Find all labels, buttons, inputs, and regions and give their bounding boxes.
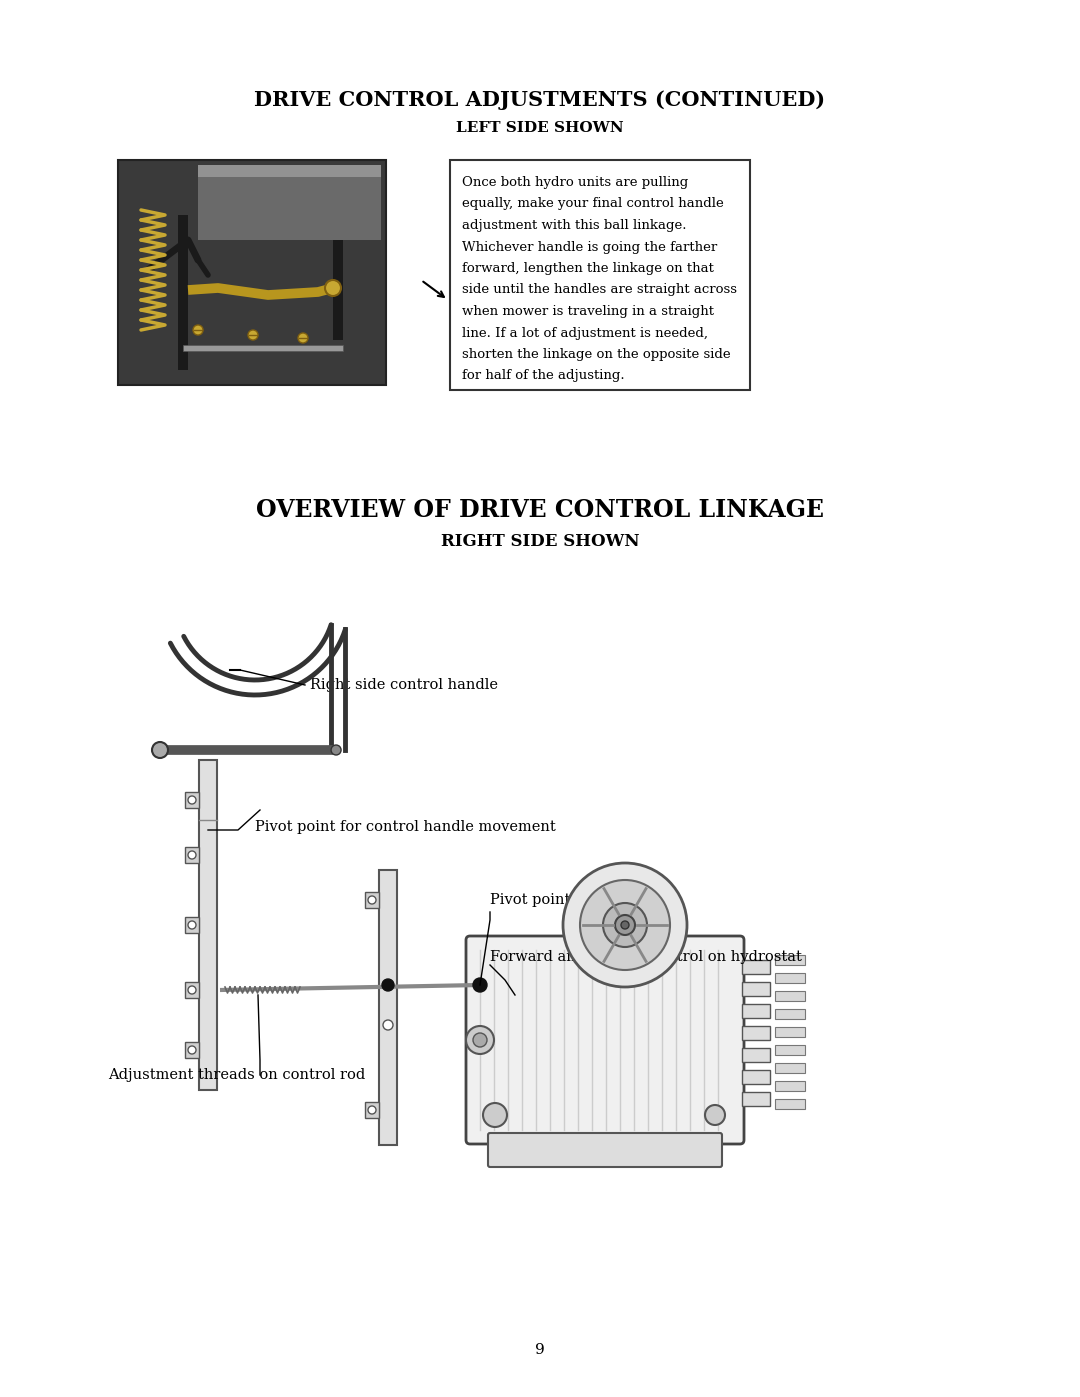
Bar xyxy=(775,990,805,1002)
Circle shape xyxy=(332,745,341,754)
Circle shape xyxy=(368,895,376,904)
Text: RIGHT SIDE SHOWN: RIGHT SIDE SHOWN xyxy=(441,534,639,550)
Text: OVERVIEW OF DRIVE CONTROL LINKAGE: OVERVIEW OF DRIVE CONTROL LINKAGE xyxy=(256,497,824,522)
Bar xyxy=(365,893,379,908)
Bar xyxy=(775,972,805,983)
Text: adjustment with this ball linkage.: adjustment with this ball linkage. xyxy=(462,219,687,232)
Bar xyxy=(178,215,188,370)
Text: line. If a lot of adjustment is needed,: line. If a lot of adjustment is needed, xyxy=(462,327,708,339)
Bar xyxy=(333,240,343,339)
Text: for half of the adjusting.: for half of the adjusting. xyxy=(462,369,624,383)
Text: shorten the linkage on the opposite side: shorten the linkage on the opposite side xyxy=(462,348,731,360)
Bar xyxy=(742,1048,770,1062)
Text: side until the handles are straight across: side until the handles are straight acro… xyxy=(462,284,737,296)
Text: equally, make your final control handle: equally, make your final control handle xyxy=(462,197,724,211)
Text: LEFT SIDE SHOWN: LEFT SIDE SHOWN xyxy=(456,122,624,136)
Bar xyxy=(775,1063,805,1073)
Bar xyxy=(742,1092,770,1106)
Bar xyxy=(365,1102,379,1118)
Circle shape xyxy=(188,986,195,995)
Bar xyxy=(185,982,199,997)
Text: Right side control handle: Right side control handle xyxy=(310,678,498,692)
Bar xyxy=(775,1027,805,1037)
Bar xyxy=(198,165,381,177)
Circle shape xyxy=(621,921,629,929)
Circle shape xyxy=(188,851,195,859)
Bar xyxy=(185,1042,199,1058)
Text: when mower is traveling in a straight: when mower is traveling in a straight xyxy=(462,305,714,319)
FancyBboxPatch shape xyxy=(465,936,744,1144)
Bar xyxy=(742,982,770,996)
Bar xyxy=(742,1004,770,1018)
Text: 9: 9 xyxy=(535,1343,545,1356)
Circle shape xyxy=(193,326,203,335)
Bar xyxy=(183,345,343,351)
Circle shape xyxy=(188,1046,195,1053)
FancyBboxPatch shape xyxy=(488,1133,723,1166)
Bar xyxy=(450,161,750,390)
Circle shape xyxy=(473,978,487,992)
Circle shape xyxy=(248,330,258,339)
Bar xyxy=(775,1045,805,1055)
Circle shape xyxy=(465,1025,494,1053)
Bar xyxy=(118,161,386,386)
Circle shape xyxy=(382,979,394,990)
Circle shape xyxy=(368,1106,376,1113)
Bar xyxy=(185,847,199,863)
Bar xyxy=(742,1070,770,1084)
Circle shape xyxy=(580,880,670,970)
Circle shape xyxy=(705,1105,725,1125)
Bar xyxy=(775,1009,805,1018)
Text: Forward and reverse control on hydrostat: Forward and reverse control on hydrostat xyxy=(490,950,801,964)
Circle shape xyxy=(383,1020,393,1030)
Text: Pivot point for control handle movement: Pivot point for control handle movement xyxy=(255,820,556,834)
Circle shape xyxy=(615,915,635,935)
Bar xyxy=(379,870,397,1146)
Bar xyxy=(742,960,770,974)
Bar xyxy=(742,1025,770,1039)
Circle shape xyxy=(298,332,308,344)
Bar xyxy=(185,916,199,933)
Text: Pivot point: Pivot point xyxy=(490,893,570,907)
Text: DRIVE CONTROL ADJUSTMENTS (CONTINUED): DRIVE CONTROL ADJUSTMENTS (CONTINUED) xyxy=(255,89,825,110)
Bar xyxy=(185,792,199,807)
Bar xyxy=(199,760,217,1090)
Text: Adjustment threads on control rod: Adjustment threads on control rod xyxy=(108,1067,365,1083)
Circle shape xyxy=(563,863,687,988)
Circle shape xyxy=(325,279,341,296)
Text: forward, lengthen the linkage on that: forward, lengthen the linkage on that xyxy=(462,263,714,275)
Bar xyxy=(775,1099,805,1109)
Text: Once both hydro units are pulling: Once both hydro units are pulling xyxy=(462,176,688,189)
Bar xyxy=(775,1081,805,1091)
Circle shape xyxy=(188,796,195,805)
Circle shape xyxy=(188,921,195,929)
Bar xyxy=(775,956,805,965)
Bar xyxy=(198,165,381,240)
Circle shape xyxy=(473,1032,487,1046)
Text: Whichever handle is going the farther: Whichever handle is going the farther xyxy=(462,240,717,253)
Circle shape xyxy=(483,1104,507,1127)
Circle shape xyxy=(603,902,647,947)
Circle shape xyxy=(152,742,168,759)
